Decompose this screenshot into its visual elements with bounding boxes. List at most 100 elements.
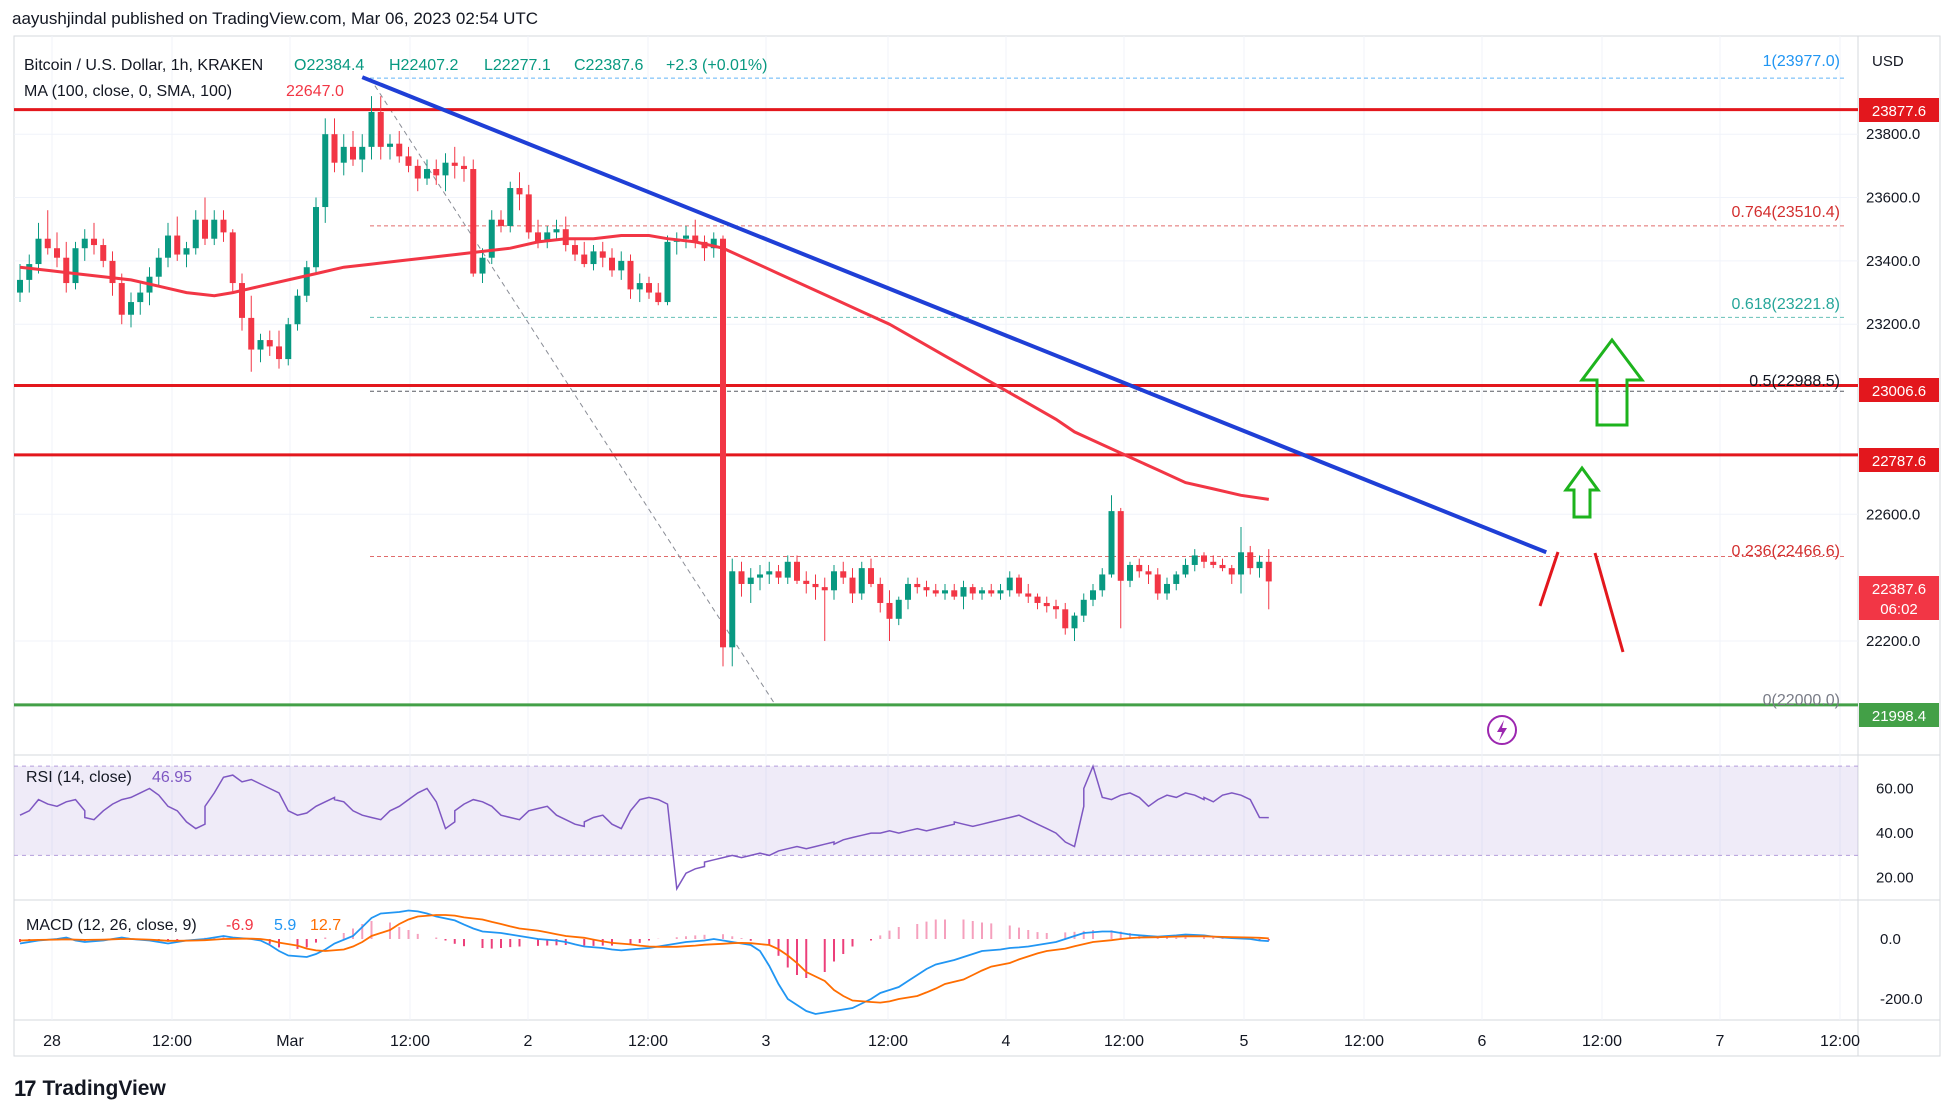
tag-r2: 23006.6: [1872, 383, 1926, 400]
candle-body: [118, 283, 125, 315]
candle-body: [109, 260, 116, 284]
candle-body: [322, 134, 329, 208]
candle-body: [424, 169, 430, 179]
candle-body: [461, 165, 467, 170]
candle-body: [655, 292, 662, 303]
candle-body: [646, 283, 652, 293]
candle-body: [26, 264, 33, 280]
candle-body: [211, 219, 218, 239]
legend-ma-label: MA (100, close, 0, SMA, 100): [24, 83, 232, 100]
candle-body: [951, 590, 958, 597]
candle-body: [488, 219, 495, 258]
fib-label-0764: 0.764(23510.4): [1731, 204, 1840, 221]
candle-body: [368, 112, 375, 147]
candle-body: [1219, 564, 1226, 569]
candle-body: [266, 340, 273, 347]
candle-body: [285, 324, 292, 360]
candle-body: [44, 238, 51, 249]
candle-body: [303, 267, 310, 296]
price-tick-label: 23800.0: [1866, 126, 1920, 143]
tag-r3: 22787.6: [1872, 453, 1926, 470]
rsi-label: RSI (14, close): [26, 769, 132, 786]
candle-body: [1145, 571, 1152, 575]
rsi-layer: [19, 763, 1269, 892]
candle-body: [165, 235, 171, 258]
legend-low: L22277.1: [484, 57, 551, 74]
tag-countdown: 06:02: [1880, 601, 1918, 618]
candle-body: [377, 112, 384, 147]
fib-label-1: 1(23977.0): [1763, 53, 1840, 70]
candle-body: [858, 568, 865, 594]
candle-body: [599, 251, 606, 258]
candle-body: [359, 146, 366, 160]
candle-body: [960, 587, 967, 597]
candle-body: [535, 232, 541, 242]
legend-high: H22407.2: [389, 57, 458, 74]
candle-body: [942, 590, 948, 594]
tag-last: 22387.6: [1872, 581, 1926, 598]
macd-value: 5.9: [274, 917, 296, 934]
candle-body: [276, 346, 282, 360]
time-tick-label: 12:00: [152, 1033, 192, 1050]
candle-body: [979, 590, 985, 594]
tradingview-brand[interactable]: 17 TradingView: [14, 1076, 166, 1102]
candle-body: [451, 162, 458, 166]
candle-body: [1090, 590, 1096, 600]
fib-label-0618: 0.618(23221.8): [1731, 296, 1840, 313]
macd-layer: [19, 909, 1270, 1015]
lightning-icon[interactable]: [1487, 715, 1517, 745]
currency-label: USD: [1872, 53, 1904, 70]
macd-signal-value: 12.7: [310, 917, 341, 934]
macd-hist-value: -6.9: [226, 917, 254, 934]
candle-body: [1099, 574, 1106, 591]
candle-body: [257, 340, 264, 350]
candle-body: [239, 283, 245, 318]
candle-body: [1043, 602, 1050, 607]
candle-body: [507, 188, 514, 227]
candle-body: [220, 219, 227, 233]
levels-layer: [14, 77, 1858, 707]
candle-body: [17, 279, 23, 293]
macd-tick-label: -200.0: [1880, 991, 1923, 1008]
candle-body: [553, 229, 560, 233]
candle-body: [470, 169, 477, 274]
candle-body: [387, 143, 393, 147]
tag-r1-bg: [1859, 98, 1939, 122]
rsi-line: [19, 763, 1269, 892]
price-tick-label: 23200.0: [1866, 316, 1920, 333]
tradingview-logo-icon: 17: [14, 1076, 37, 1101]
tag-support: 21998.4: [1872, 708, 1926, 725]
candle-body: [562, 229, 569, 246]
candle-body: [590, 251, 597, 265]
candle-body: [618, 260, 625, 271]
price-tick-label: 23600.0: [1866, 190, 1920, 207]
tag-r2-bg: [1859, 378, 1939, 402]
candle-body: [91, 238, 97, 246]
fib-diagonal-line: [369, 77, 776, 705]
candle-body: [313, 207, 319, 268]
candle-body: [664, 241, 671, 303]
candle-body: [729, 571, 736, 648]
time-tick-label: 3: [762, 1033, 771, 1050]
candle-body: [202, 219, 208, 239]
candle-body: [1210, 561, 1217, 565]
red-arrow-up: [1538, 551, 1560, 607]
rsi-value: 46.95: [152, 769, 192, 786]
candle-body: [72, 248, 79, 284]
fib-label-05: 0.5(22988.5): [1749, 373, 1840, 390]
candle-body: [868, 568, 874, 584]
candle-body: [683, 235, 689, 239]
green-arrow-small: [1563, 465, 1601, 519]
time-tick-label: 12:00: [1344, 1033, 1384, 1050]
candle-body: [905, 583, 911, 600]
time-tick-label: 12:00: [1104, 1033, 1144, 1050]
time-tick-label: 12:00: [1582, 1033, 1622, 1050]
candle-body: [609, 257, 615, 271]
ma-layer: [19, 234, 1270, 501]
descending-trendline: [361, 75, 1547, 555]
candle-body: [498, 219, 504, 227]
publisher-line: aayushjindal published on TradingView.co…: [12, 9, 539, 28]
legend-open: O22384.4: [294, 57, 364, 74]
candle-body: [396, 143, 403, 157]
